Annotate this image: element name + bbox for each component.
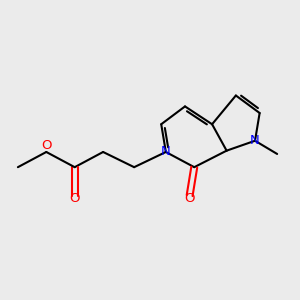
Text: N: N <box>161 146 171 158</box>
Text: O: O <box>184 192 195 206</box>
Text: N: N <box>250 134 260 147</box>
Text: O: O <box>41 139 52 152</box>
Text: O: O <box>70 192 80 206</box>
